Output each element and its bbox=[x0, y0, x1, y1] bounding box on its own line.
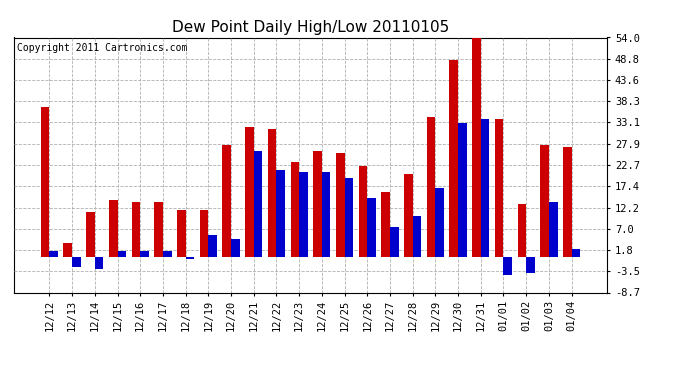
Bar bbox=[413, 216, 422, 257]
Bar bbox=[549, 202, 558, 257]
Bar bbox=[95, 257, 103, 269]
Bar bbox=[290, 162, 299, 257]
Bar bbox=[563, 147, 571, 257]
Bar bbox=[222, 145, 231, 257]
Bar bbox=[199, 210, 208, 257]
Bar bbox=[186, 257, 195, 259]
Bar bbox=[458, 123, 466, 257]
Bar bbox=[571, 249, 580, 257]
Bar bbox=[481, 119, 489, 257]
Bar bbox=[336, 153, 344, 257]
Bar bbox=[359, 166, 367, 257]
Bar bbox=[254, 152, 262, 257]
Bar bbox=[449, 60, 458, 257]
Bar bbox=[245, 127, 254, 257]
Bar bbox=[518, 204, 526, 257]
Bar bbox=[50, 251, 58, 257]
Bar bbox=[277, 170, 285, 257]
Title: Dew Point Daily High/Low 20110105: Dew Point Daily High/Low 20110105 bbox=[172, 20, 449, 35]
Bar bbox=[163, 251, 172, 257]
Bar bbox=[526, 257, 535, 273]
Bar bbox=[231, 239, 239, 257]
Bar bbox=[268, 129, 277, 257]
Bar bbox=[140, 251, 149, 257]
Bar bbox=[367, 198, 376, 257]
Bar bbox=[109, 200, 117, 257]
Text: Copyright 2011 Cartronics.com: Copyright 2011 Cartronics.com bbox=[17, 43, 187, 52]
Bar bbox=[390, 226, 399, 257]
Bar bbox=[313, 152, 322, 257]
Bar bbox=[426, 117, 435, 257]
Bar bbox=[132, 202, 140, 257]
Bar bbox=[404, 174, 413, 257]
Bar bbox=[72, 257, 81, 267]
Bar bbox=[177, 210, 186, 257]
Bar bbox=[41, 106, 50, 257]
Bar bbox=[382, 192, 390, 257]
Bar bbox=[299, 172, 308, 257]
Bar bbox=[344, 178, 353, 257]
Bar bbox=[472, 38, 481, 257]
Bar bbox=[540, 145, 549, 257]
Bar bbox=[495, 119, 504, 257]
Bar bbox=[435, 188, 444, 257]
Bar bbox=[63, 243, 72, 257]
Bar bbox=[504, 257, 512, 275]
Bar bbox=[155, 202, 163, 257]
Bar bbox=[86, 212, 95, 257]
Bar bbox=[322, 172, 331, 257]
Bar bbox=[117, 251, 126, 257]
Bar bbox=[208, 235, 217, 257]
